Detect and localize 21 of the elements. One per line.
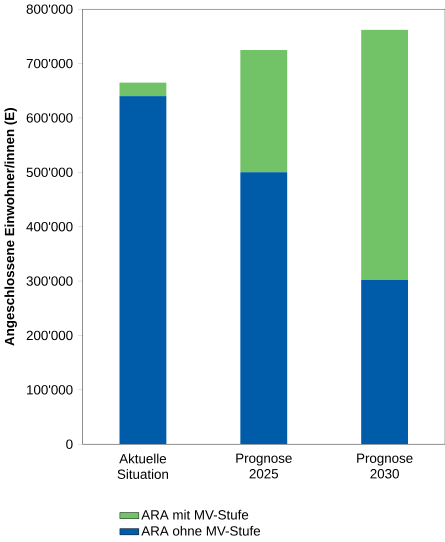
bar (119, 82, 166, 96)
x-tick-label: Aktuelle Situation (117, 454, 168, 479)
y-tick-label: 700'000 (26, 58, 72, 68)
bar (361, 30, 408, 280)
y-tick-label: 400'000 (26, 222, 72, 232)
bar (240, 50, 288, 172)
legend-label: ARA ohne MV-Stufe (141, 526, 260, 536)
y-tick-label: 500'000 (26, 168, 72, 178)
x-tick-label: Prognose 2025 (236, 454, 292, 478)
y-axis-title: Angeschlossene Einwohner/innen (E) (4, 108, 17, 346)
y-tick-label: 200'000 (26, 330, 72, 340)
y-tick-label: 800'000 (26, 4, 72, 14)
bar (119, 96, 166, 444)
y-tick-label: 0 (66, 439, 72, 449)
y-tick-label: 600'000 (26, 113, 72, 123)
legend-label: ARA mit MV-Stufe (141, 510, 248, 520)
bar (240, 172, 288, 444)
x-tick-label: Prognose 2030 (357, 454, 412, 478)
y-tick-label: 100'000 (26, 385, 72, 395)
bar (361, 280, 408, 444)
y-tick-label: 300'000 (26, 276, 72, 286)
